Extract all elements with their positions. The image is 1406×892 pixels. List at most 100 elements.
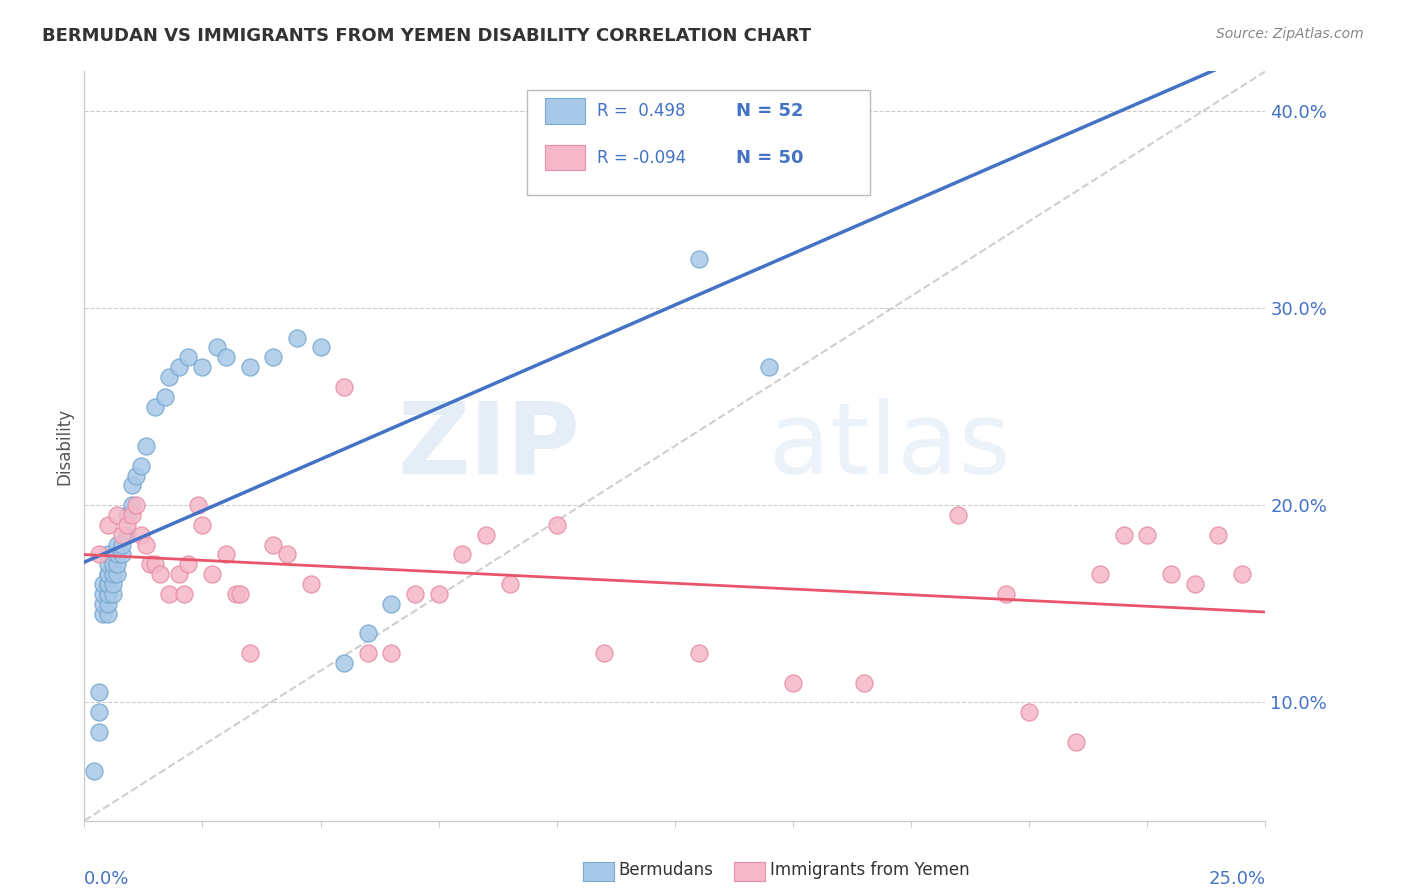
Point [91,587,114,601]
Point [427,587,450,601]
Point [129,527,152,541]
Point [225,587,247,601]
Point [115,508,138,522]
Point [157,370,180,384]
FancyBboxPatch shape [546,98,585,124]
Point [115,527,138,541]
Point [177,351,200,365]
Point [97,587,120,601]
Text: ZIP: ZIP [398,398,581,494]
Point [1160,567,1182,582]
Text: BERMUDAN VS IMMIGRANTS FROM YEMEN DISABILITY CORRELATION CHART: BERMUDAN VS IMMIGRANTS FROM YEMEN DISABI… [42,27,811,45]
Point [688,646,710,660]
FancyBboxPatch shape [546,145,585,170]
Point [215,351,238,365]
Point [125,498,148,512]
Point [87,685,110,699]
Point [101,558,124,572]
Point [1206,527,1229,541]
Point [357,626,380,640]
Point [357,646,380,660]
Point [153,390,176,404]
Point [107,558,129,572]
Point [129,458,152,473]
Point [187,498,209,512]
Point [87,548,110,562]
Point [97,517,120,532]
Point [475,527,498,541]
Text: R = -0.094: R = -0.094 [598,149,686,167]
Y-axis label: Disability: Disability [55,408,73,484]
Point [1018,705,1040,719]
Point [173,587,195,601]
Point [87,725,110,739]
Text: 25.0%: 25.0% [1208,870,1265,888]
Point [1136,527,1159,541]
Point [546,517,568,532]
Point [107,548,129,562]
Point [97,548,120,562]
Point [97,567,120,582]
Point [111,538,134,552]
Point [239,646,262,660]
Point [121,478,143,492]
Point [276,548,298,562]
Point [688,252,710,266]
Point [1230,567,1253,582]
Point [101,567,124,582]
Point [121,508,143,522]
Point [380,646,402,660]
Point [333,380,356,394]
Point [97,567,120,582]
Point [177,558,200,572]
Point [404,587,426,601]
Point [97,577,120,591]
Point [97,558,120,572]
Text: N = 52: N = 52 [737,102,804,120]
Point [191,517,214,532]
Point [948,508,970,522]
FancyBboxPatch shape [527,90,870,195]
Point [215,548,238,562]
Point [97,607,120,621]
Text: atlas: atlas [769,398,1011,494]
Point [333,656,356,670]
Text: N = 50: N = 50 [737,149,804,167]
Point [498,577,520,591]
Point [167,360,190,375]
Point [201,567,224,582]
Point [593,646,616,660]
Point [135,439,157,453]
Point [139,558,162,572]
Point [1066,735,1088,749]
Point [285,330,308,344]
Point [111,548,134,562]
Point [157,587,180,601]
Point [97,587,120,601]
Point [1088,567,1111,582]
Point [1112,527,1135,541]
Point [91,577,114,591]
Point [143,558,166,572]
Point [125,468,148,483]
Point [135,538,157,552]
Text: 0.0%: 0.0% [84,870,129,888]
Point [782,675,804,690]
Text: Source: ZipAtlas.com: Source: ZipAtlas.com [1216,27,1364,41]
Point [107,567,129,582]
Point [91,607,114,621]
Point [121,498,143,512]
Point [97,577,120,591]
Point [262,538,284,552]
Point [299,577,322,591]
Point [994,587,1017,601]
Point [229,587,252,601]
Point [111,527,134,541]
Point [205,340,228,354]
Point [115,517,138,532]
Point [97,597,120,611]
Point [167,567,190,582]
Point [101,587,124,601]
Point [852,675,875,690]
Point [143,400,166,414]
